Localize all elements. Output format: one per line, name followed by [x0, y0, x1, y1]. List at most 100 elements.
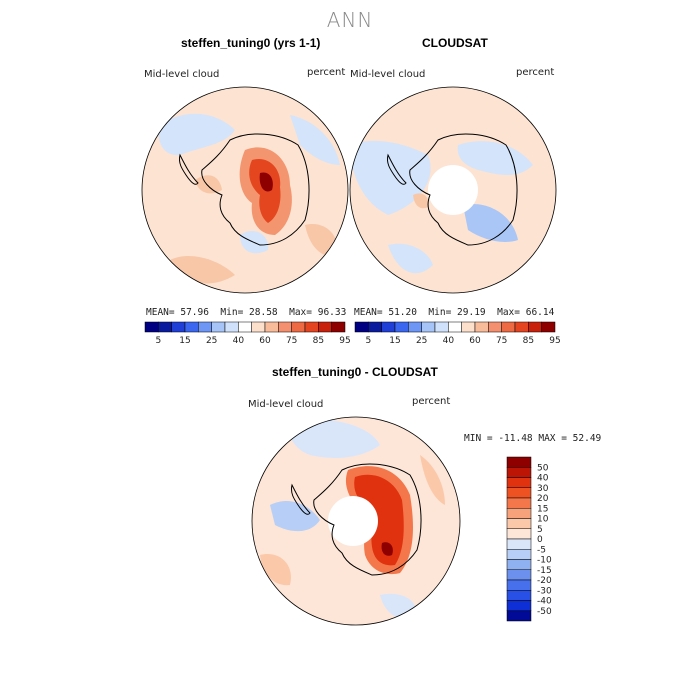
low-cloud-patch — [290, 115, 340, 165]
missing-data-pole — [328, 496, 378, 546]
positive-diff-patch — [420, 455, 445, 505]
colorbar-swatch — [506, 456, 532, 468]
panel-obs-variable: Mid-level cloud — [350, 69, 426, 80]
high-cloud-core — [259, 172, 273, 192]
colorbar-tick-label: 5 — [155, 336, 161, 346]
colorbar-tick-label: 15 — [389, 336, 400, 346]
south-america-coastline — [179, 153, 199, 185]
positive-diff-patch — [260, 554, 291, 586]
diff-range-text: MIN = -11.48 MAX = 52.49 — [464, 433, 602, 444]
colorbar-swatch — [264, 321, 279, 333]
colorbar-swatch — [541, 321, 556, 333]
negative-diff-patch — [288, 418, 380, 458]
colorbar-tick-label: 5 — [365, 336, 371, 346]
colorbar-tick-label: 20 — [537, 494, 549, 504]
low-cloud-patch — [350, 140, 431, 215]
polar-map-obs — [349, 86, 557, 294]
colorbar-tick-label: 15 — [537, 504, 548, 514]
min-value: 29.19 — [457, 307, 486, 318]
antarctica-coastline — [201, 133, 310, 246]
positive-diff-core — [354, 474, 404, 566]
colorbar-swatch — [506, 579, 532, 591]
colorbar-swatch — [238, 321, 252, 333]
colorbar-swatch — [501, 321, 516, 333]
colorbar-swatch — [506, 549, 532, 560]
colorbar-swatch — [171, 321, 186, 333]
colorbar-swatch — [514, 321, 529, 333]
colorbar-tick-label: 75 — [286, 336, 297, 346]
negative-diff-patch — [270, 500, 320, 532]
colorbar-swatch — [184, 321, 199, 333]
low-cloud-patch — [388, 243, 433, 274]
colorbar-tick-label: 15 — [179, 336, 190, 346]
colorbar-tick-label: -40 — [537, 597, 552, 607]
diff-panel-units: percent — [412, 396, 451, 407]
south-america-coastline — [387, 153, 407, 185]
colorbar-swatch — [506, 467, 532, 478]
colorbar-tick-label: 0 — [537, 535, 543, 545]
colorbar-tick-label: 95 — [549, 336, 560, 346]
colorbar-swatch — [408, 321, 422, 333]
colorbar-swatch — [278, 321, 292, 333]
colorbar-swatch — [198, 321, 212, 333]
colorbar-swatch — [506, 477, 532, 488]
positive-diff-core — [381, 542, 393, 556]
colorbar-swatch — [506, 508, 532, 519]
colorbar-tick-label: 25 — [416, 336, 427, 346]
colorbar-tick-label: 40 — [537, 474, 549, 484]
max-value: 66.14 — [525, 307, 555, 318]
colorbar-swatch — [506, 528, 532, 540]
colorbar-obs: 5 15 25 40 60 75 85 95 — [354, 321, 561, 346]
colorbar-tick-label: -50 — [537, 607, 552, 617]
colorbar-tick-label: 30 — [537, 484, 549, 494]
colorbar-tick-label: -5 — [537, 545, 546, 555]
diff-panel-title: steffen_tuning0 - CLOUDSAT — [272, 365, 438, 379]
colorbar-model: 5 15 25 40 60 75 85 95 — [144, 321, 351, 346]
low-cloud-patch — [158, 113, 235, 156]
colorbar-swatch — [368, 321, 382, 333]
min-label: Min= — [220, 307, 244, 318]
panel-model-title: steffen_tuning0 (yrs 1-1) — [181, 36, 321, 50]
colorbar-swatch — [331, 321, 346, 333]
panel-obs-title: CLOUDSAT — [422, 36, 488, 50]
colorbar-swatch — [251, 321, 266, 333]
colorbar-swatch — [224, 321, 239, 333]
colorbar-swatch — [488, 321, 502, 333]
max-label: Max= — [497, 307, 520, 318]
colorbar-swatch — [354, 321, 369, 333]
colorbar-swatch — [381, 321, 396, 333]
colorbar-tick-label: 50 — [537, 463, 549, 473]
colorbar-tick-label: 85 — [523, 336, 534, 346]
colorbar-tick-label: 40 — [443, 336, 455, 346]
low-cloud-patch — [463, 204, 518, 242]
season-title: ANN — [326, 8, 374, 32]
colorbar-tick-label: 60 — [469, 336, 481, 346]
panel-model-variable: Mid-level cloud — [144, 69, 220, 80]
panel-obs-units: percent — [516, 67, 555, 78]
colorbar-swatch — [434, 321, 449, 333]
colorbar-swatch — [506, 569, 532, 581]
colorbar-swatch — [506, 610, 532, 622]
colorbar-tick-label: 25 — [206, 336, 217, 346]
map-boundary — [349, 86, 557, 294]
missing-data-pole — [428, 165, 478, 215]
colorbar-tick-label: 10 — [537, 515, 549, 525]
colorbar-tick-label: 5 — [537, 525, 543, 535]
high-cloud-patch — [195, 175, 222, 194]
colorbar-swatch — [528, 321, 542, 333]
mean-label: MEAN= — [354, 307, 383, 318]
south-america-coastline — [291, 483, 311, 515]
polar-map-model — [141, 86, 349, 294]
colorbar-swatch — [506, 590, 532, 601]
colorbar-tick-label: -15 — [537, 566, 552, 576]
diff-panel-variable: Mid-level cloud — [248, 399, 324, 410]
colorbar-tick-label: 40 — [233, 336, 245, 346]
map-boundary — [251, 416, 461, 626]
mean-label: MEAN= — [146, 307, 175, 318]
colorbar-swatch — [506, 487, 532, 499]
max-label: Max= — [289, 307, 312, 318]
colorbar-tick-label: 75 — [496, 336, 507, 346]
colorbar-swatch — [506, 538, 532, 550]
high-cloud-patch — [413, 193, 429, 209]
